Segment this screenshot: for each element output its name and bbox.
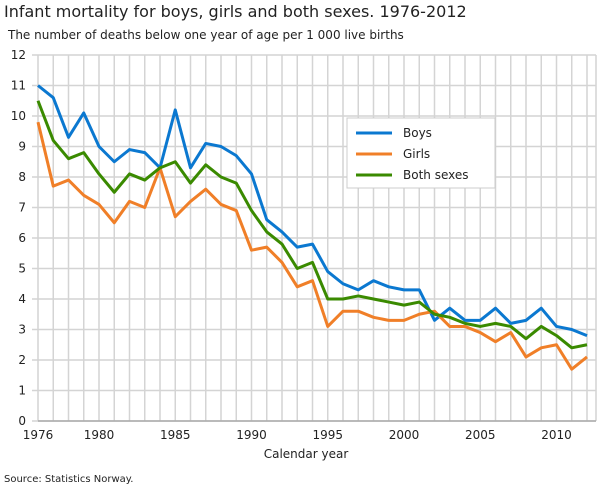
- y-tick-label: 11: [11, 79, 26, 93]
- legend-label: Girls: [403, 147, 430, 161]
- x-tick-label: 1980: [84, 428, 115, 442]
- y-tick-label: 10: [11, 109, 26, 123]
- x-tick-label: 1990: [236, 428, 267, 442]
- y-tick-label: 5: [18, 262, 26, 276]
- legend-label: Boys: [403, 126, 432, 140]
- y-tick-label: 2: [18, 353, 26, 367]
- x-tick-label: 1995: [312, 428, 343, 442]
- y-tick-label: 6: [18, 231, 26, 245]
- y-tick-label: 12: [11, 48, 26, 62]
- y-tick-label: 3: [18, 323, 26, 337]
- x-tick-label: 2010: [541, 428, 572, 442]
- x-tick-label: 2000: [389, 428, 420, 442]
- y-tick-label: 8: [18, 170, 26, 184]
- legend-label: Both sexes: [403, 168, 469, 182]
- chart-subtitle: The number of deaths below one year of a…: [8, 28, 404, 42]
- x-tick-label: 2005: [465, 428, 496, 442]
- x-axis-label: Calendar year: [264, 447, 349, 461]
- y-tick-label: 1: [18, 384, 26, 398]
- y-tick-label: 9: [18, 140, 26, 154]
- y-tick-label: 7: [18, 201, 26, 215]
- x-tick-label: 1985: [160, 428, 191, 442]
- series-line-girls: [36, 121, 588, 371]
- source-note: Source: Statistics Norway.: [4, 474, 134, 485]
- series-line-both-sexes: [36, 100, 588, 350]
- series-line-boys: [37, 84, 588, 337]
- y-tick-label: 4: [18, 292, 26, 306]
- y-tick-label: 0: [18, 414, 26, 428]
- chart-title: Infant mortality for boys, girls and bot…: [4, 2, 467, 21]
- x-tick-label: 1976: [23, 428, 54, 442]
